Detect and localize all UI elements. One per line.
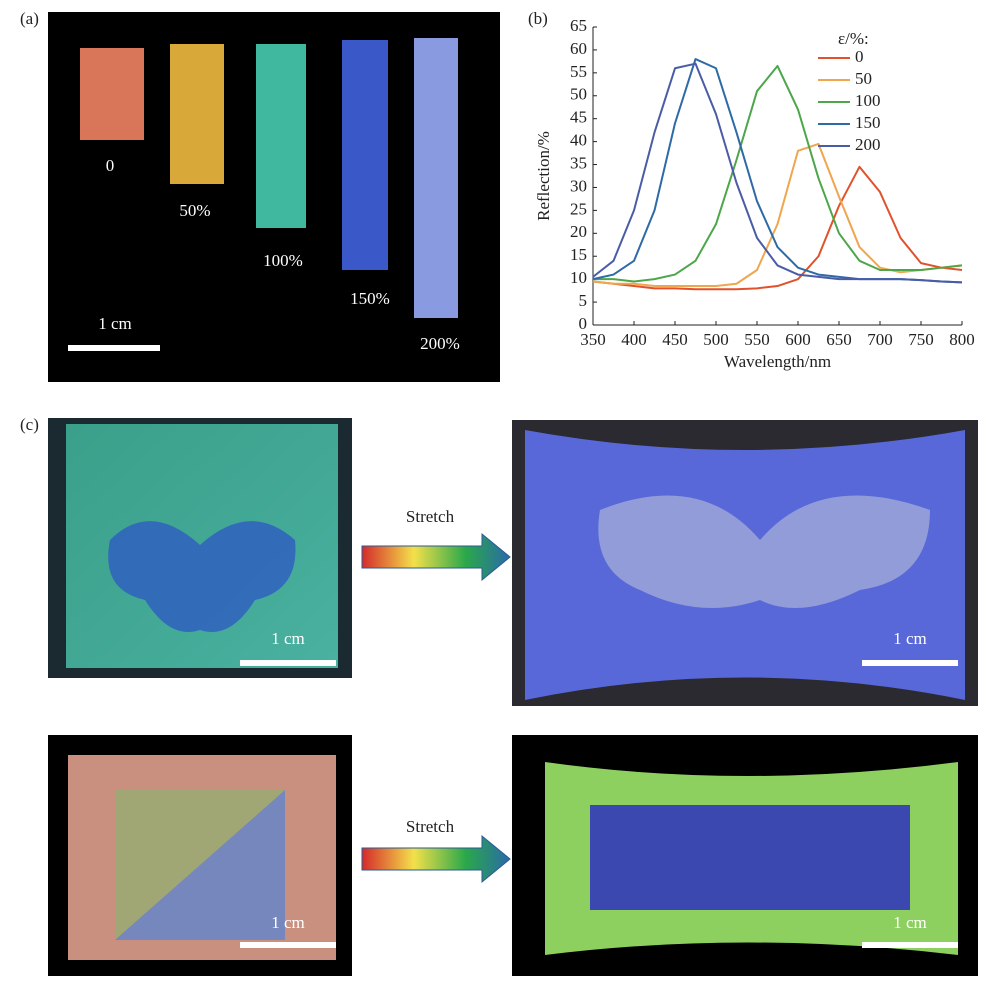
strain-label: 50% bbox=[179, 201, 210, 220]
y-tick-label: 65 bbox=[570, 16, 587, 35]
strain-label: 100% bbox=[263, 251, 303, 270]
figure: (a) (b) (c) 0 50% 100% 150% 200% 1 cm 1 … bbox=[0, 0, 981, 976]
sample bbox=[170, 44, 224, 184]
y-tick-label: 35 bbox=[570, 153, 587, 172]
x-tick-label: 400 bbox=[621, 330, 647, 349]
legend-title: ε/%: bbox=[838, 29, 869, 48]
y-tick-label: 25 bbox=[570, 199, 587, 218]
series-line bbox=[593, 59, 962, 282]
x-tick-label: 500 bbox=[703, 330, 729, 349]
sample bbox=[414, 38, 458, 318]
x-tick-label: 750 bbox=[908, 330, 934, 349]
scale-bar bbox=[68, 345, 160, 351]
y-tick-label: 20 bbox=[570, 222, 587, 241]
scale-bar bbox=[862, 942, 958, 948]
x-tick-label: 550 bbox=[744, 330, 770, 349]
scale-label: 1 cm bbox=[271, 629, 305, 648]
panel-label: (c) bbox=[20, 415, 39, 434]
series-line bbox=[593, 66, 962, 281]
sample bbox=[80, 48, 144, 140]
y-axis-label: Reflection/% bbox=[534, 131, 553, 221]
scale-bar bbox=[862, 660, 958, 666]
x-tick-label: 600 bbox=[785, 330, 811, 349]
scale-label: 1 cm bbox=[893, 629, 927, 648]
strain-label: 0 bbox=[106, 156, 115, 175]
panel-label: (a) bbox=[20, 9, 39, 28]
arrow-label: Stretch bbox=[406, 817, 455, 836]
strain-label: 200% bbox=[420, 334, 460, 353]
legend-label: 50 bbox=[855, 69, 872, 88]
legend-label: 200 bbox=[855, 135, 881, 154]
x-tick-label: 700 bbox=[867, 330, 893, 349]
sample bbox=[256, 44, 306, 228]
x-axis-label: Wavelength/nm bbox=[724, 352, 831, 371]
x-tick-label: 350 bbox=[580, 330, 606, 349]
legend-label: 150 bbox=[855, 113, 881, 132]
y-tick-label: 60 bbox=[570, 39, 587, 58]
x-tick-label: 800 bbox=[949, 330, 975, 349]
scale-label: 1 cm bbox=[893, 913, 927, 932]
y-tick-label: 10 bbox=[570, 268, 587, 287]
y-tick-label: 30 bbox=[570, 176, 587, 195]
legend-label: 100 bbox=[855, 91, 881, 110]
stretch-arrow bbox=[362, 836, 510, 882]
stretch-arrow bbox=[362, 534, 510, 580]
y-tick-label: 40 bbox=[570, 131, 587, 150]
x-tick-label: 650 bbox=[826, 330, 852, 349]
legend-label: 0 bbox=[855, 47, 864, 66]
arrow-label: Stretch bbox=[406, 507, 455, 526]
y-tick-label: 55 bbox=[570, 62, 587, 81]
scale-bar bbox=[240, 942, 336, 948]
sample bbox=[342, 40, 388, 270]
y-tick-label: 50 bbox=[570, 85, 587, 104]
scale-label: 1 cm bbox=[98, 314, 132, 333]
y-tick-label: 5 bbox=[579, 291, 588, 310]
scale-bar bbox=[240, 660, 336, 666]
y-tick-label: 45 bbox=[570, 108, 587, 127]
strain-label: 150% bbox=[350, 289, 390, 308]
series-line bbox=[593, 64, 962, 283]
panel-label: (b) bbox=[528, 9, 548, 28]
scale-label: 1 cm bbox=[271, 913, 305, 932]
x-tick-label: 450 bbox=[662, 330, 688, 349]
y-tick-label: 15 bbox=[570, 245, 587, 264]
qr-code bbox=[590, 805, 910, 910]
